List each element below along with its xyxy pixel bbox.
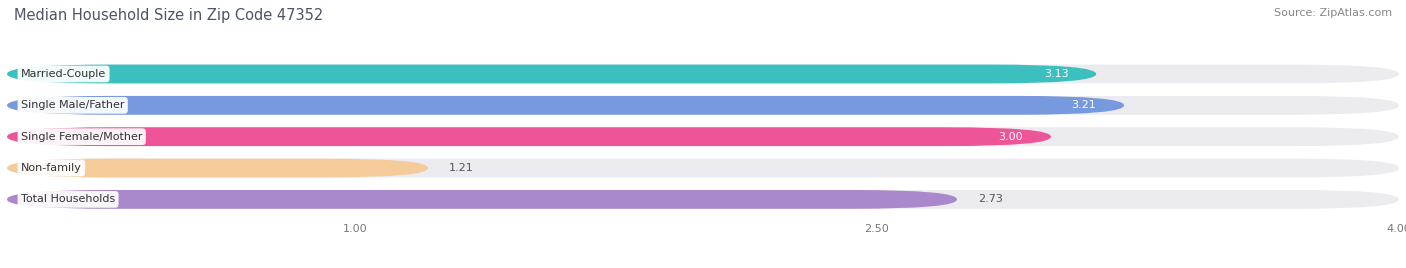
Text: Married-Couple: Married-Couple <box>21 69 107 79</box>
Text: Total Households: Total Households <box>21 194 115 204</box>
FancyBboxPatch shape <box>7 190 1399 209</box>
FancyBboxPatch shape <box>7 127 1050 146</box>
Text: Single Male/Father: Single Male/Father <box>21 100 125 110</box>
FancyBboxPatch shape <box>7 159 1399 177</box>
FancyBboxPatch shape <box>7 65 1399 83</box>
FancyBboxPatch shape <box>7 65 1097 83</box>
Text: Non-family: Non-family <box>21 163 82 173</box>
Text: Source: ZipAtlas.com: Source: ZipAtlas.com <box>1274 8 1392 18</box>
Text: Single Female/Mother: Single Female/Mother <box>21 132 142 142</box>
FancyBboxPatch shape <box>7 159 427 177</box>
FancyBboxPatch shape <box>7 127 1399 146</box>
Text: 1.21: 1.21 <box>449 163 474 173</box>
Text: 3.21: 3.21 <box>1071 100 1097 110</box>
FancyBboxPatch shape <box>7 96 1399 115</box>
FancyBboxPatch shape <box>7 96 1123 115</box>
Text: 2.73: 2.73 <box>979 194 1002 204</box>
Text: 3.13: 3.13 <box>1043 69 1069 79</box>
Text: 3.00: 3.00 <box>998 132 1024 142</box>
FancyBboxPatch shape <box>7 190 957 209</box>
Text: Median Household Size in Zip Code 47352: Median Household Size in Zip Code 47352 <box>14 8 323 23</box>
